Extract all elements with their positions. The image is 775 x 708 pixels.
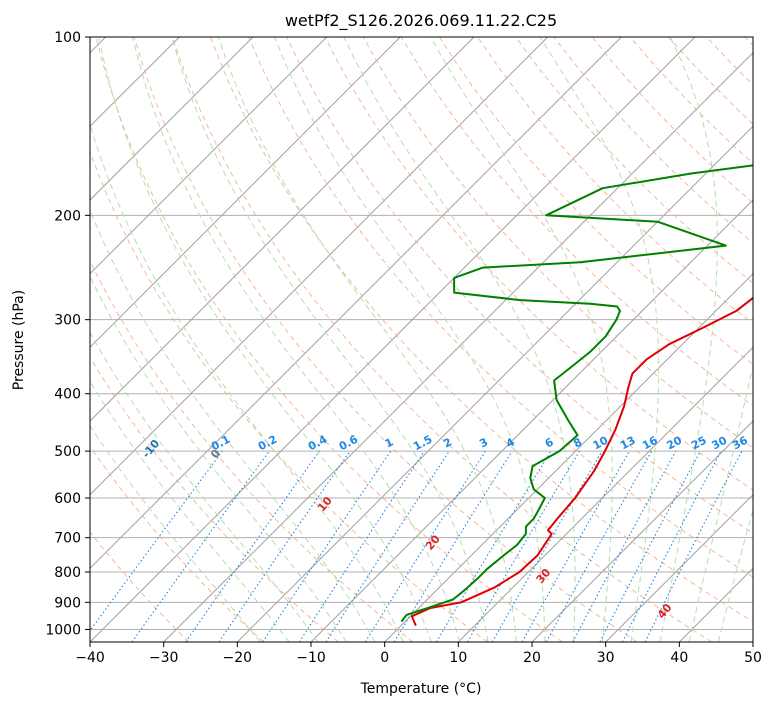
y-tick-label: 600 bbox=[54, 491, 81, 507]
x-tick-label: −10 bbox=[296, 650, 326, 666]
y-tick-label: 900 bbox=[54, 595, 81, 611]
mixing-ratio-label: 20 bbox=[664, 434, 684, 453]
x-tick-label: −40 bbox=[75, 650, 105, 666]
moist-adiabat-line bbox=[131, 37, 461, 642]
plot-frame bbox=[89, 36, 754, 643]
dry-adiabat-line bbox=[286, 37, 753, 534]
isotherm-line bbox=[236, 125, 753, 642]
moist-adiabat-line bbox=[217, 37, 517, 642]
dry-adiabat-line bbox=[515, 37, 753, 284]
x-tick-label: −30 bbox=[149, 650, 179, 666]
mixing-ratio-label: 13 bbox=[618, 434, 638, 453]
mixing-ratio-line bbox=[393, 450, 513, 642]
x-tick-label: 30 bbox=[597, 650, 615, 666]
mixing-ratio-line bbox=[644, 450, 743, 642]
isotherm-line bbox=[90, 37, 696, 642]
moist-adiabat-line bbox=[90, 123, 404, 642]
y-tick-label: 700 bbox=[54, 531, 81, 547]
x-tick-label: 10 bbox=[449, 650, 467, 666]
y-tick-label: 200 bbox=[54, 208, 81, 224]
temperature-profile-line bbox=[410, 296, 753, 626]
mixing-ratio-label: 36 bbox=[730, 434, 750, 453]
mixing-ratio-line bbox=[521, 450, 630, 642]
y-tick-label: 300 bbox=[54, 313, 81, 329]
moist-adiabat-line bbox=[274, 37, 546, 642]
y-axis-label: Pressure (hPa) bbox=[11, 290, 27, 390]
mixing-ratio-line bbox=[90, 450, 223, 632]
mixing-ratio-line bbox=[218, 450, 351, 642]
dry-adiabat-line bbox=[90, 445, 264, 642]
mixing-ratio-line bbox=[298, 450, 425, 642]
dry-adiabat-line bbox=[95, 37, 563, 642]
plot-area bbox=[90, 37, 753, 642]
y-tick-label: 800 bbox=[54, 565, 81, 581]
y-axis: 100 200 300 400 500 600 700 800 900 1000 bbox=[45, 30, 90, 638]
mixing-ratio-label: 16 bbox=[640, 434, 660, 453]
dry-adiabat-line bbox=[438, 37, 753, 366]
mixing-ratio-line bbox=[185, 450, 320, 642]
isotherm-line bbox=[531, 420, 753, 642]
x-axis: −40 −30 −20 −10 0 10 20 30 40 50 bbox=[75, 642, 762, 666]
chart-title: wetPf2_S126.2026.069.11.22.C25 bbox=[285, 11, 557, 31]
moist-adiabat-line bbox=[90, 275, 347, 642]
moist-adiabat-line bbox=[90, 208, 376, 642]
isotherm-line bbox=[90, 37, 549, 496]
y-tick-label: 1000 bbox=[45, 622, 81, 638]
dry-adiabat-line bbox=[171, 37, 712, 642]
moist-adiabat-line bbox=[90, 424, 261, 642]
moist-adiabat-line bbox=[430, 37, 613, 642]
isotherm-line bbox=[90, 37, 622, 570]
x-tick-label: 0 bbox=[380, 650, 389, 666]
x-tick-label: −20 bbox=[223, 650, 253, 666]
isotherm-line bbox=[90, 37, 254, 201]
mixing-ratio-label: 25 bbox=[689, 434, 709, 453]
x-tick-label: 40 bbox=[670, 650, 688, 666]
dry-adiabat-line bbox=[400, 37, 753, 407]
moist-adiabat-line bbox=[98, 37, 432, 642]
dry-adiabat-line bbox=[90, 356, 339, 642]
y-tick-label: 100 bbox=[54, 30, 81, 46]
y-tick-label: 400 bbox=[54, 387, 81, 403]
isotherm-line bbox=[605, 493, 753, 642]
isotherm-line bbox=[90, 37, 328, 275]
moist-adiabat-line bbox=[659, 37, 718, 642]
isotherm-line bbox=[457, 346, 753, 642]
isotherm-line bbox=[384, 272, 753, 642]
mixing-ratio-line bbox=[545, 450, 653, 642]
dry-adiabat-line bbox=[90, 531, 190, 642]
dry-adiabat-line bbox=[210, 37, 753, 623]
mixing-ratio-line bbox=[262, 450, 392, 642]
moist-adiabat-line bbox=[90, 331, 319, 642]
mixing-ratio-line bbox=[572, 450, 677, 642]
mixing-ratio-line bbox=[131, 450, 270, 642]
x-tick-label: 20 bbox=[523, 650, 541, 666]
y-tick-label: 500 bbox=[54, 444, 81, 460]
moist-adiabat-line bbox=[343, 37, 576, 642]
isotherm-line bbox=[90, 37, 401, 349]
moist-adiabat-line bbox=[717, 507, 753, 642]
mixing-ratio-label: 30 bbox=[710, 434, 730, 453]
x-axis-label: Temperature (°C) bbox=[360, 681, 482, 697]
dewpoint-profile-line bbox=[400, 164, 753, 623]
mixing-ratio-line bbox=[325, 450, 450, 642]
isotherm-line bbox=[90, 37, 475, 422]
isotherm-line bbox=[163, 51, 753, 642]
moist-adiabat-line bbox=[90, 380, 290, 642]
dry-adiabat-line bbox=[133, 37, 638, 642]
x-tick-label: 50 bbox=[744, 650, 762, 666]
dry-adiabat-line bbox=[90, 150, 488, 642]
dry-adiabat-line bbox=[248, 37, 753, 578]
profile-series bbox=[400, 164, 753, 626]
moist-adiabat-line bbox=[539, 37, 660, 642]
moist-adiabat-line bbox=[688, 363, 753, 642]
moist-adiabat-line bbox=[171, 37, 489, 642]
dry-adiabat-line bbox=[90, 259, 414, 642]
